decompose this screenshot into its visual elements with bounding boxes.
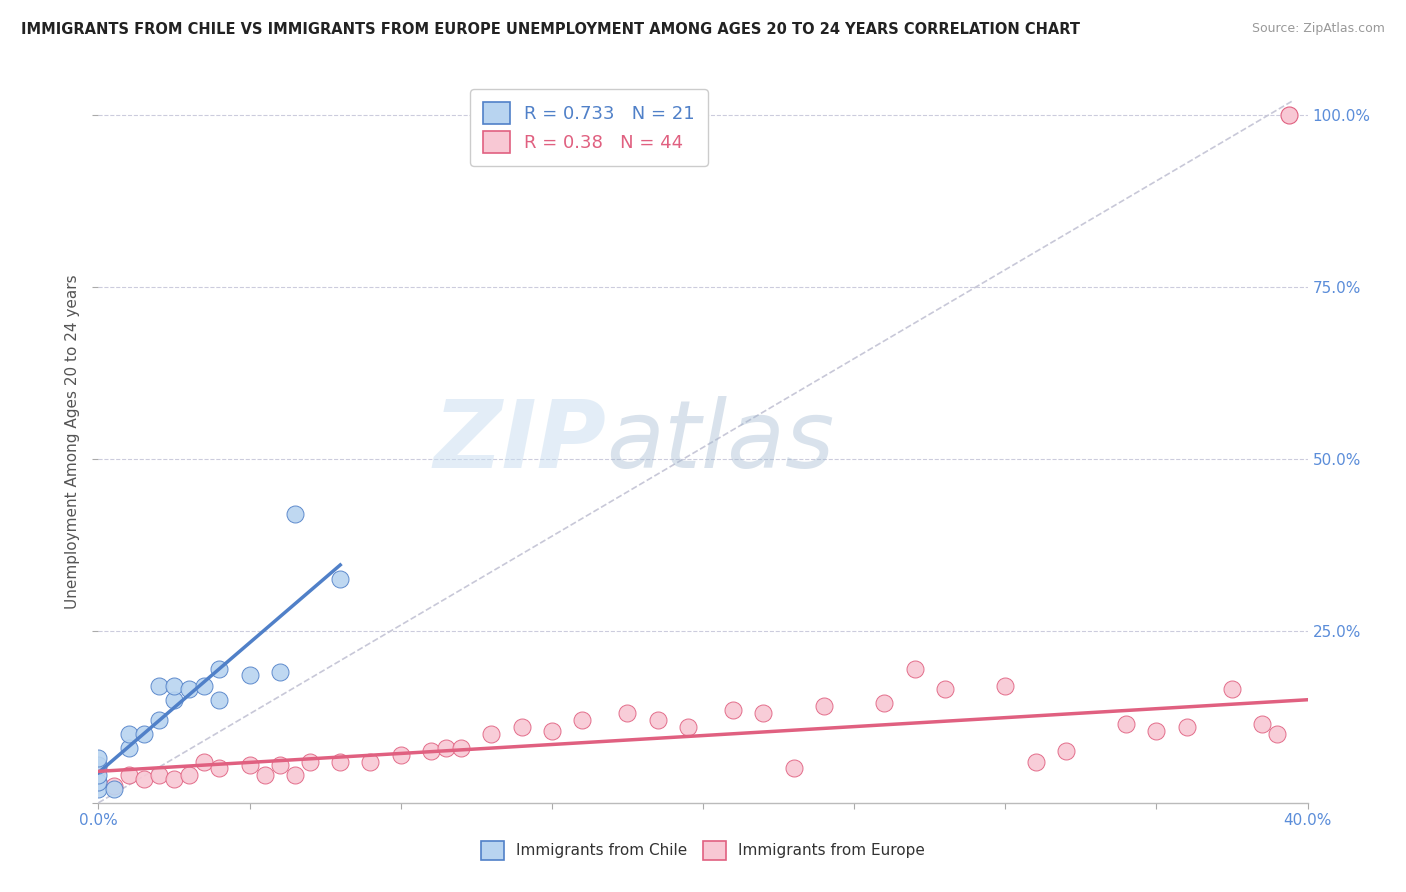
Point <box>148 768 170 782</box>
Point <box>434 740 457 755</box>
Point <box>284 768 307 782</box>
Point <box>420 744 443 758</box>
Text: atlas: atlas <box>606 396 835 487</box>
Point <box>1175 720 1198 734</box>
Point <box>87 775 110 789</box>
Point <box>163 772 186 786</box>
Point <box>1220 682 1243 697</box>
Point <box>904 662 927 676</box>
Text: ZIP: ZIP <box>433 395 606 488</box>
Point <box>1115 716 1137 731</box>
Point <box>1267 727 1289 741</box>
Point <box>481 727 503 741</box>
Point <box>87 768 110 782</box>
Point <box>1251 716 1274 731</box>
Point <box>450 740 472 755</box>
Point <box>118 740 141 755</box>
Point <box>510 720 533 734</box>
Point <box>813 699 835 714</box>
Point <box>118 768 141 782</box>
Point <box>179 682 201 697</box>
Point <box>87 782 110 797</box>
Point <box>676 720 699 734</box>
Point <box>1024 755 1046 769</box>
Y-axis label: Unemployment Among Ages 20 to 24 years: Unemployment Among Ages 20 to 24 years <box>65 274 80 609</box>
Point <box>284 507 307 521</box>
Point <box>783 761 806 775</box>
Point <box>193 755 215 769</box>
Point <box>132 727 155 741</box>
Point <box>389 747 412 762</box>
Point <box>540 723 562 738</box>
Point <box>329 755 352 769</box>
Point <box>179 768 201 782</box>
Point <box>87 758 110 772</box>
Point <box>239 758 262 772</box>
Text: Source: ZipAtlas.com: Source: ZipAtlas.com <box>1251 22 1385 36</box>
Point <box>118 727 141 741</box>
Point <box>208 662 231 676</box>
Point <box>934 682 956 697</box>
Point <box>269 665 291 679</box>
Point <box>148 713 170 727</box>
Point <box>1278 108 1301 122</box>
Point <box>87 761 110 775</box>
Point <box>269 758 291 772</box>
Point <box>299 755 322 769</box>
Point <box>87 751 110 765</box>
Point <box>994 679 1017 693</box>
Point <box>360 755 382 769</box>
Point <box>148 679 170 693</box>
Point <box>208 692 231 706</box>
Legend: Immigrants from Chile, Immigrants from Europe: Immigrants from Chile, Immigrants from E… <box>474 833 932 867</box>
Point <box>208 761 231 775</box>
Point <box>193 679 215 693</box>
Point <box>1144 723 1167 738</box>
Point <box>103 782 125 797</box>
Point <box>571 713 593 727</box>
Point <box>723 703 745 717</box>
Point <box>1054 744 1077 758</box>
Point <box>103 779 125 793</box>
Point <box>647 713 669 727</box>
Point <box>87 775 110 789</box>
Point <box>616 706 638 721</box>
Point <box>163 692 186 706</box>
Point <box>163 679 186 693</box>
Point <box>752 706 775 721</box>
Point <box>132 772 155 786</box>
Point <box>873 696 896 710</box>
Point <box>329 572 352 586</box>
Point <box>253 768 276 782</box>
Point <box>239 668 262 682</box>
Text: IMMIGRANTS FROM CHILE VS IMMIGRANTS FROM EUROPE UNEMPLOYMENT AMONG AGES 20 TO 24: IMMIGRANTS FROM CHILE VS IMMIGRANTS FROM… <box>21 22 1080 37</box>
